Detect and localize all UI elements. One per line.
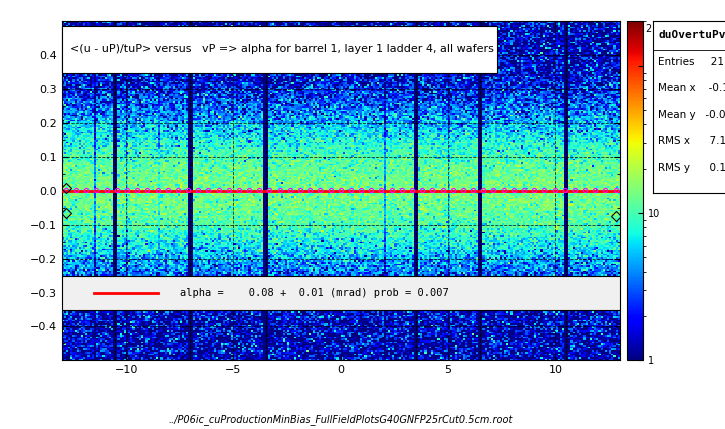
- Text: Entries     211614: Entries 211614: [658, 57, 725, 66]
- Text: <(u - uP)/tuP> versus   vP => alpha for barrel 1, layer 1 ladder 4, all wafers: <(u - uP)/tuP> versus vP => alpha for ba…: [70, 44, 494, 54]
- Text: alpha =    0.08 +  0.01 (mrad) prob = 0.007: alpha = 0.08 + 0.01 (mrad) prob = 0.007: [180, 287, 449, 298]
- Text: 2: 2: [645, 24, 652, 33]
- Text: duOvertuPvP1004: duOvertuPvP1004: [658, 30, 725, 40]
- Text: RMS y      0.1393: RMS y 0.1393: [658, 163, 725, 173]
- FancyBboxPatch shape: [62, 26, 497, 73]
- Bar: [62, 275, 620, 309]
- Text: Mean y   -0.005774: Mean y -0.005774: [658, 110, 725, 120]
- Text: ../P06ic_cuProductionMinBias_FullFieldPlotsG40GNFP25rCut0.5cm.root: ../P06ic_cuProductionMinBias_FullFieldPl…: [168, 414, 513, 425]
- Text: RMS x      7.123: RMS x 7.123: [658, 136, 725, 146]
- Text: Mean x    -0.1945: Mean x -0.1945: [658, 83, 725, 93]
